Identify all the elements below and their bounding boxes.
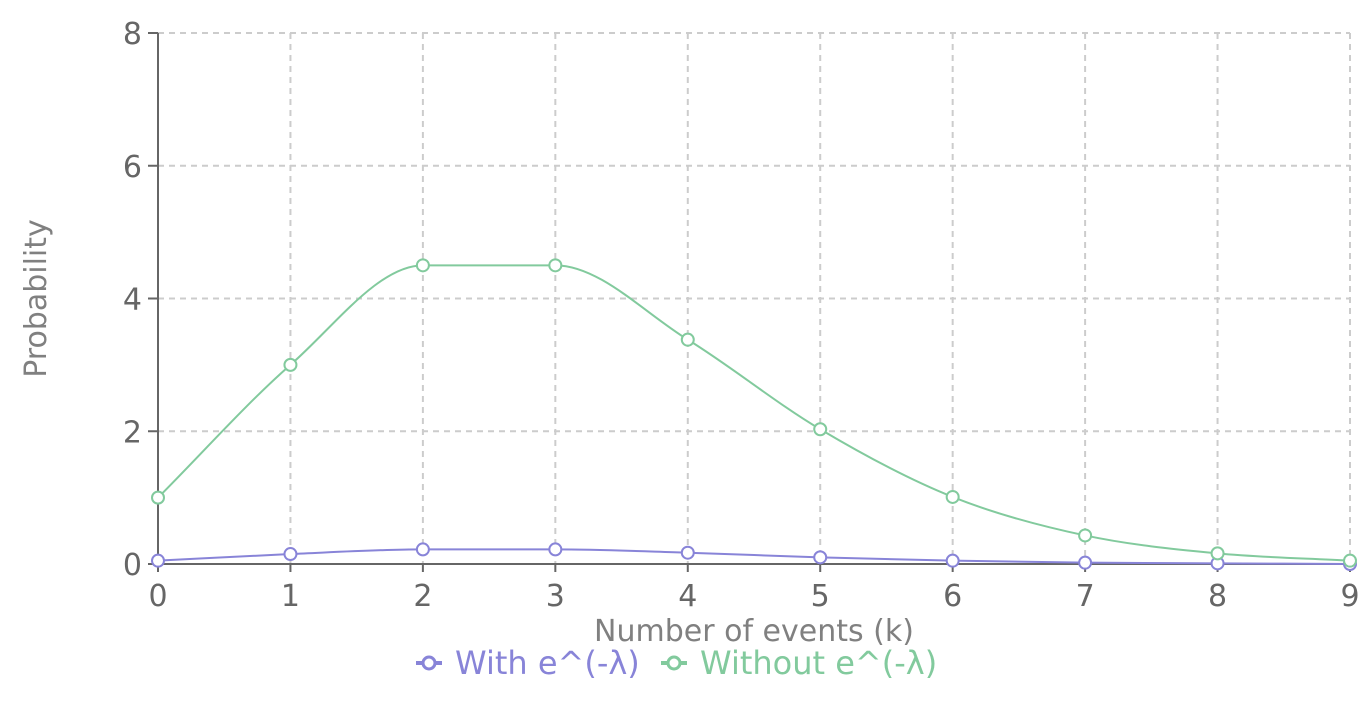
y-tick-label: 6: [123, 150, 142, 185]
data-point[interactable]: [283, 547, 298, 562]
series: [151, 258, 1357, 571]
data-point[interactable]: [945, 489, 960, 504]
legend-item[interactable]: With e^(-λ): [416, 644, 640, 682]
data-point[interactable]: [1078, 555, 1093, 570]
x-tick-label: 6: [943, 579, 962, 614]
data-point[interactable]: [151, 553, 165, 568]
legend-label: With e^(-λ): [455, 644, 640, 682]
x-tick-label: 9: [1340, 579, 1359, 614]
x-tick-label: 5: [811, 579, 830, 614]
series-0: [151, 542, 1357, 571]
data-point[interactable]: [283, 357, 298, 372]
data-point[interactable]: [1078, 528, 1093, 543]
data-point[interactable]: [813, 550, 828, 565]
x-tick-label: 1: [281, 579, 300, 614]
y-tick-label: 4: [123, 283, 142, 318]
data-point[interactable]: [680, 545, 695, 560]
y-tick-label: 0: [123, 548, 142, 583]
x-tick-label: 7: [1076, 579, 1095, 614]
y-axis-ticks: 0 2 4 6 8: [123, 17, 158, 583]
x-tick-label: 4: [678, 579, 697, 614]
data-point[interactable]: [548, 258, 563, 273]
data-point[interactable]: [415, 542, 430, 557]
y-tick-label: 2: [123, 415, 142, 450]
legend[interactable]: With e^(-λ) Without e^(-λ): [416, 644, 937, 682]
x-axis-title: Number of events (k): [594, 614, 914, 649]
data-point[interactable]: [151, 490, 165, 505]
x-axis-ticks: 0 1 2 3 4 5 6 7 8 9: [148, 564, 1360, 614]
data-point[interactable]: [945, 553, 960, 568]
data-point[interactable]: [1210, 546, 1225, 561]
legend-marker-icon: [666, 655, 682, 671]
x-tick-label: 2: [413, 579, 432, 614]
grid: [158, 32, 1351, 564]
data-point[interactable]: [415, 258, 430, 273]
data-point[interactable]: [1343, 553, 1357, 568]
x-tick-label: 3: [546, 579, 565, 614]
series-1: [151, 258, 1357, 568]
x-tick-label: 0: [148, 579, 167, 614]
x-tick-label: 8: [1208, 579, 1227, 614]
data-point[interactable]: [548, 542, 563, 557]
legend-marker-icon: [421, 655, 437, 671]
series-line: [157, 264, 1351, 562]
y-axis-title: Probability: [19, 219, 54, 378]
legend-item[interactable]: Without e^(-λ): [661, 644, 937, 682]
series-line: [157, 548, 1351, 565]
legend-label: Without e^(-λ): [700, 644, 937, 682]
data-point[interactable]: [680, 332, 695, 347]
y-tick-label: 8: [123, 17, 142, 52]
data-point[interactable]: [813, 422, 828, 437]
